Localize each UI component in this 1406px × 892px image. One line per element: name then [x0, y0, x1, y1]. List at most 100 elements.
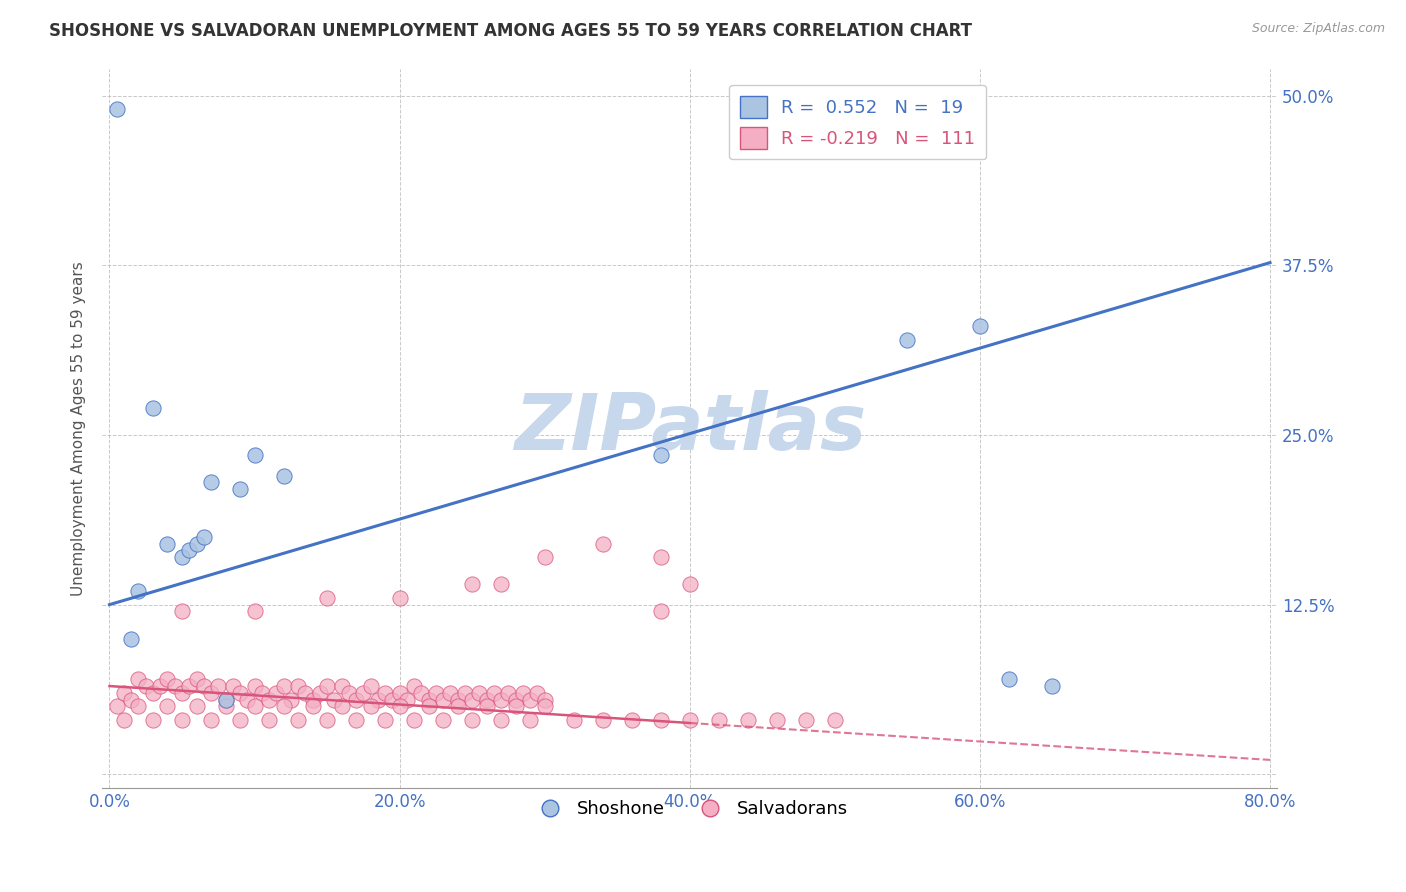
Point: [650, 448, 672, 462]
Point: [287, 679, 309, 693]
Point: [360, 699, 382, 714]
Point: [186, 699, 208, 714]
Point: [112, 713, 135, 727]
Point: [489, 692, 512, 706]
Legend: Shoshone, Salvadorans: Shoshone, Salvadorans: [524, 793, 855, 826]
Point: [498, 686, 520, 700]
Point: [374, 713, 396, 727]
Point: [794, 713, 817, 727]
Point: [533, 550, 555, 565]
Point: [236, 692, 259, 706]
Point: [367, 692, 389, 706]
Point: [316, 591, 339, 605]
Point: [519, 692, 541, 706]
Point: [432, 692, 454, 706]
Point: [395, 692, 418, 706]
Point: [156, 536, 179, 550]
Text: SHOSHONE VS SALVADORAN UNEMPLOYMENT AMONG AGES 55 TO 59 YEARS CORRELATION CHART: SHOSHONE VS SALVADORAN UNEMPLOYMENT AMON…: [49, 22, 972, 40]
Point: [679, 577, 702, 591]
Point: [156, 699, 179, 714]
Point: [170, 604, 193, 618]
Point: [388, 699, 411, 714]
Point: [120, 632, 142, 646]
Point: [222, 679, 245, 693]
Point: [418, 699, 440, 714]
Point: [193, 679, 215, 693]
Point: [650, 713, 672, 727]
Point: [179, 543, 201, 558]
Point: [526, 686, 548, 700]
Point: [214, 692, 236, 706]
Text: Source: ZipAtlas.com: Source: ZipAtlas.com: [1251, 22, 1385, 36]
Point: [163, 679, 186, 693]
Point: [707, 713, 730, 727]
Point: [337, 686, 360, 700]
Point: [142, 401, 165, 415]
Point: [316, 679, 339, 693]
Point: [344, 692, 367, 706]
Point: [475, 692, 498, 706]
Point: [287, 713, 309, 727]
Point: [592, 536, 614, 550]
Point: [475, 699, 498, 714]
Point: [186, 536, 208, 550]
Point: [186, 673, 208, 687]
Point: [193, 530, 215, 544]
Point: [308, 686, 330, 700]
Point: [505, 692, 527, 706]
Point: [404, 713, 426, 727]
Point: [316, 713, 339, 727]
Point: [243, 448, 266, 462]
Point: [105, 102, 128, 116]
Point: [512, 686, 534, 700]
Point: [824, 713, 846, 727]
Point: [461, 577, 484, 591]
Point: [294, 686, 316, 700]
Point: [127, 584, 149, 599]
Y-axis label: Unemployment Among Ages 55 to 59 years: Unemployment Among Ages 55 to 59 years: [72, 260, 86, 596]
Point: [120, 692, 142, 706]
Point: [519, 713, 541, 727]
Point: [127, 673, 149, 687]
Point: [360, 679, 382, 693]
Point: [533, 692, 555, 706]
Point: [200, 475, 222, 490]
Point: [418, 692, 440, 706]
Point: [214, 692, 236, 706]
Point: [468, 686, 491, 700]
Point: [142, 686, 165, 700]
Point: [446, 699, 468, 714]
Point: [170, 686, 193, 700]
Point: [425, 686, 447, 700]
Point: [323, 692, 346, 706]
Point: [112, 686, 135, 700]
Point: [207, 679, 229, 693]
Point: [489, 713, 512, 727]
Point: [229, 483, 252, 497]
Point: [352, 686, 374, 700]
Point: [439, 686, 461, 700]
Point: [229, 713, 252, 727]
Point: [273, 468, 295, 483]
Point: [765, 713, 787, 727]
Point: [179, 679, 201, 693]
Point: [135, 679, 157, 693]
Point: [461, 713, 484, 727]
Point: [127, 699, 149, 714]
Point: [243, 604, 266, 618]
Point: [105, 699, 128, 714]
Point: [243, 679, 266, 693]
Point: [411, 686, 433, 700]
Point: [592, 713, 614, 727]
Point: [344, 713, 367, 727]
Point: [149, 679, 172, 693]
Point: [1042, 679, 1064, 693]
Point: [505, 699, 527, 714]
Point: [280, 692, 302, 706]
Point: [200, 686, 222, 700]
Point: [156, 673, 179, 687]
Point: [301, 699, 323, 714]
Point: [679, 713, 702, 727]
Point: [243, 699, 266, 714]
Point: [170, 713, 193, 727]
